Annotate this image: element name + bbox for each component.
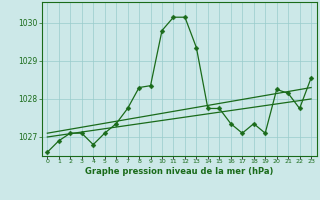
X-axis label: Graphe pression niveau de la mer (hPa): Graphe pression niveau de la mer (hPa) bbox=[85, 167, 273, 176]
